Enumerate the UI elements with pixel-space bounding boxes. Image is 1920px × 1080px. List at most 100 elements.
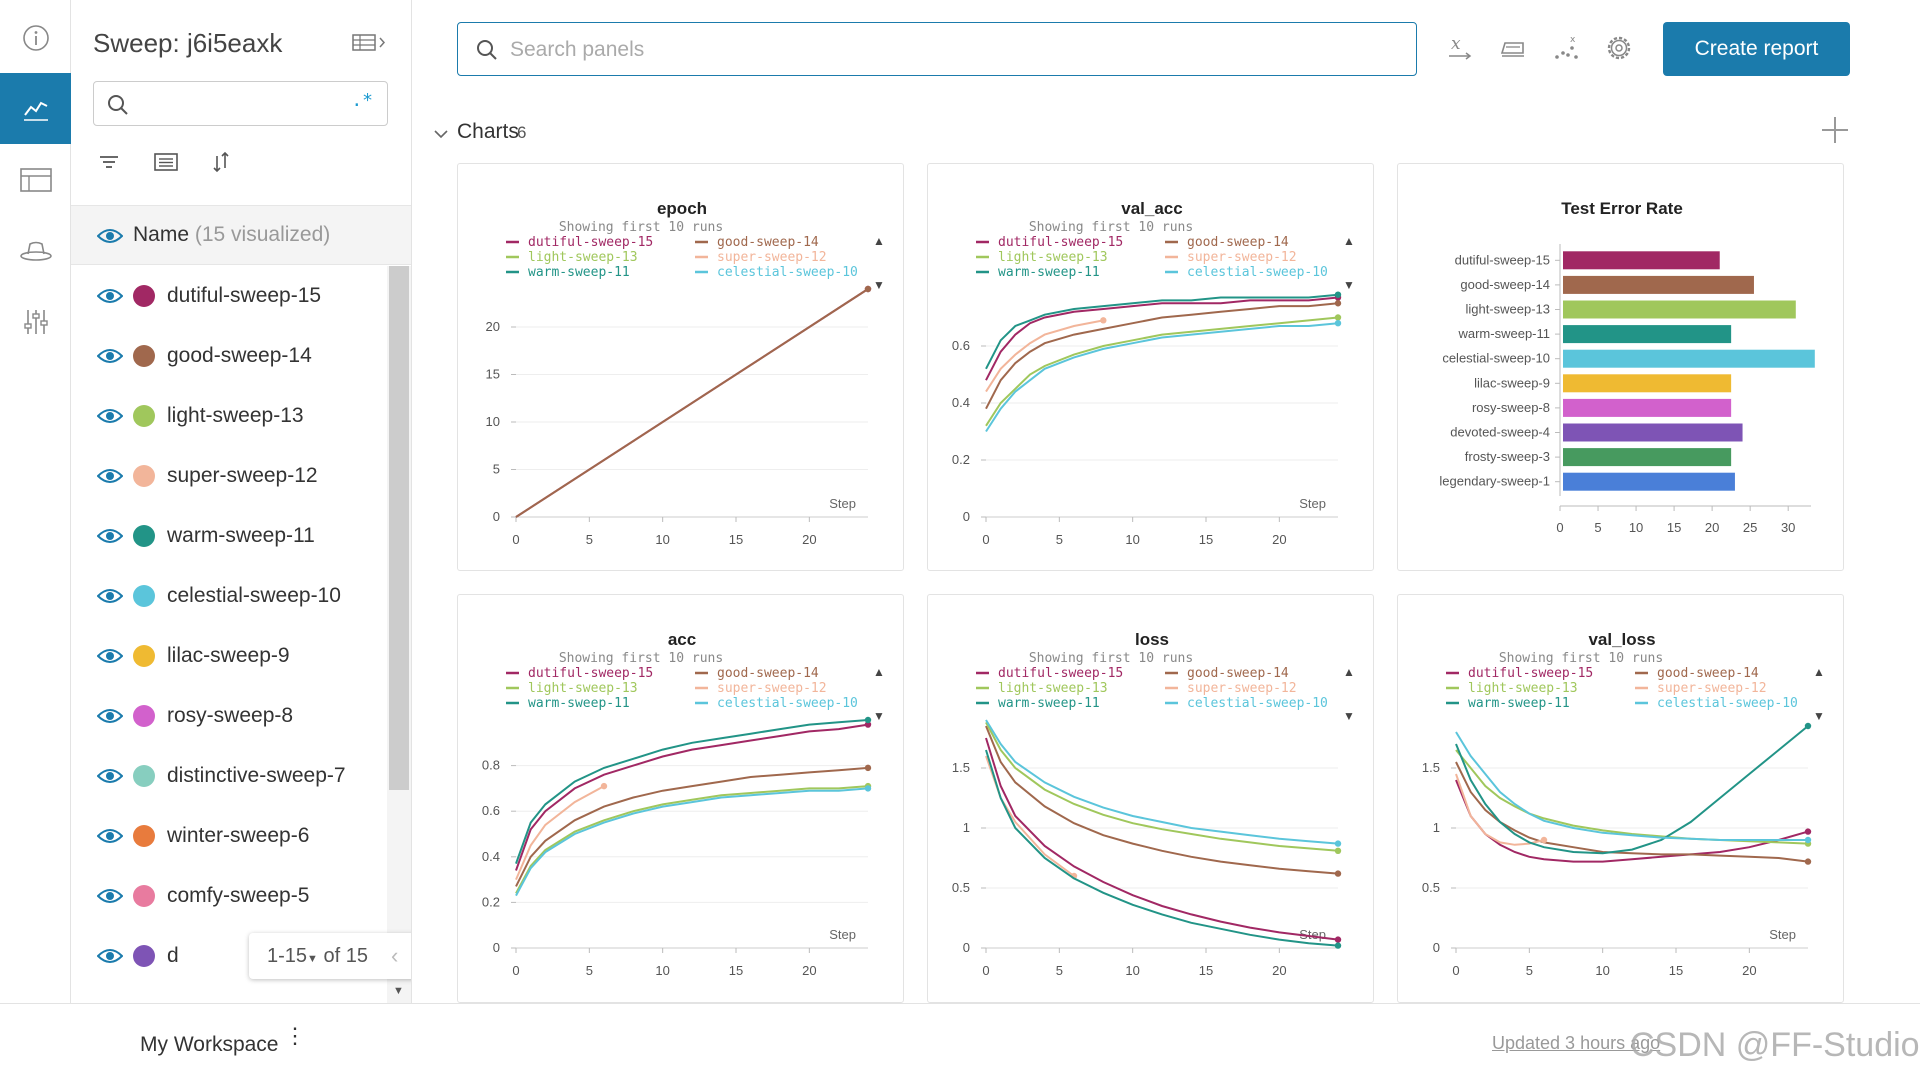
eye-icon[interactable]: [97, 766, 123, 786]
eye-icon[interactable]: [97, 826, 123, 846]
legend-scroll-up-icon[interactable]: ▲: [1343, 665, 1355, 679]
bar[interactable]: [1563, 251, 1720, 270]
series-end-point[interactable]: [1804, 828, 1812, 835]
series-line[interactable]: [985, 749, 1339, 947]
charts-workspace-button[interactable]: [0, 73, 71, 144]
series-end-point[interactable]: [864, 721, 872, 728]
chevron-down-icon[interactable]: [433, 126, 449, 142]
run-search-field[interactable]: .*: [93, 81, 388, 126]
chart-panel-test-error-rate[interactable]: Test Error Rate dutiful-sweep-15 good-swee…: [1397, 163, 1844, 571]
run-row[interactable]: lilac-sweep-9: [71, 626, 386, 686]
series-end-point[interactable]: [1540, 836, 1548, 844]
series-end-point[interactable]: [1100, 317, 1107, 324]
eye-icon[interactable]: [97, 406, 123, 426]
series-end-point[interactable]: [864, 716, 872, 724]
run-name[interactable]: d: [167, 944, 179, 967]
filter-button[interactable]: [97, 150, 121, 179]
x-axis-settings-button[interactable]: x: [1438, 26, 1482, 70]
panel-search-input[interactable]: [510, 35, 1390, 65]
legend-scroll-down-icon[interactable]: ▼: [1343, 709, 1355, 723]
series-line[interactable]: [985, 737, 1339, 941]
series-line[interactable]: [985, 719, 1339, 845]
series-end-point[interactable]: [1334, 936, 1342, 943]
series-line[interactable]: [1455, 761, 1809, 863]
series-line[interactable]: [515, 719, 869, 864]
series-line[interactable]: [515, 766, 869, 887]
run-color-dot[interactable]: [133, 705, 155, 727]
series-end-point[interactable]: [1334, 300, 1342, 307]
series-line[interactable]: [1455, 731, 1808, 841]
series-line[interactable]: [1455, 725, 1809, 855]
series-line[interactable]: [985, 322, 1339, 433]
eye-icon[interactable]: [97, 526, 123, 546]
run-name[interactable]: distinctive-sweep-7: [167, 764, 346, 787]
run-color-dot[interactable]: [133, 585, 155, 607]
chart-panel-epoch[interactable]: epoch Showing first 10 runs dutiful-sweep-…: [457, 163, 904, 571]
eye-icon[interactable]: [97, 226, 123, 246]
chart-panel-loss[interactable]: loss Showing first 10 runs dutiful-sweep-1…: [927, 594, 1374, 1003]
bar[interactable]: [1563, 398, 1732, 417]
bar[interactable]: [1563, 374, 1732, 393]
series-line[interactable]: [515, 723, 869, 871]
bar[interactable]: [1563, 448, 1732, 467]
series-end-point[interactable]: [864, 785, 872, 792]
eye-icon[interactable]: [97, 646, 123, 666]
page-range-select[interactable]: 1-15: [267, 945, 308, 967]
legend-scroll-up-icon[interactable]: ▲: [1813, 665, 1825, 679]
chart-panel-acc[interactable]: acc Showing first 10 runs dutiful-sweep-15…: [457, 594, 904, 1003]
series-end-point[interactable]: [1334, 942, 1342, 949]
run-name[interactable]: lilac-sweep-9: [167, 644, 290, 667]
run-color-dot[interactable]: [133, 345, 155, 367]
legend-scroll-down-icon[interactable]: ▼: [1813, 709, 1825, 723]
regex-toggle[interactable]: .*: [351, 90, 373, 111]
run-name[interactable]: comfy-sweep-5: [167, 884, 310, 907]
run-row[interactable]: dutiful-sweep-15: [71, 266, 386, 326]
legend-scroll-down-icon[interactable]: ▼: [873, 709, 885, 723]
run-name[interactable]: rosy-sweep-8: [167, 704, 294, 727]
toggle-table-button[interactable]: [351, 31, 391, 60]
series-end-point[interactable]: [600, 782, 608, 790]
run-name[interactable]: super-sweep-12: [167, 464, 318, 487]
run-name[interactable]: light-sweep-13: [167, 404, 304, 427]
series-end-point[interactable]: [1334, 847, 1342, 854]
eye-icon[interactable]: [97, 586, 123, 606]
run-name[interactable]: dutiful-sweep-15: [167, 284, 322, 307]
run-row[interactable]: winter-sweep-6: [71, 806, 386, 866]
chevron-down-icon[interactable]: ▼: [393, 985, 404, 997]
series-line[interactable]: [985, 296, 1339, 381]
run-row[interactable]: super-sweep-12: [71, 446, 386, 506]
run-row[interactable]: distinctive-sweep-7: [71, 746, 386, 806]
chart-panel-val-loss[interactable]: val_loss Showing first 10 runs dutiful-swe…: [1397, 594, 1844, 1003]
table-view-button[interactable]: [0, 144, 71, 215]
run-list-scrollbar[interactable]: ▼: [387, 266, 411, 1003]
create-report-button[interactable]: Create report: [1663, 22, 1850, 76]
series-end-point[interactable]: [864, 764, 872, 772]
series-line[interactable]: [985, 316, 1339, 427]
series-line[interactable]: [1455, 779, 1809, 863]
panel-search-field[interactable]: [457, 22, 1417, 76]
smoothing-button[interactable]: [1491, 26, 1535, 70]
sort-button[interactable]: [209, 150, 233, 179]
run-color-dot[interactable]: [133, 285, 155, 307]
legend-scroll-up-icon[interactable]: ▲: [873, 234, 885, 248]
eye-icon[interactable]: [97, 466, 123, 486]
series-line[interactable]: [985, 725, 1339, 875]
eye-icon[interactable]: [97, 286, 123, 306]
scrollbar-thumb[interactable]: [389, 266, 409, 790]
settings-button[interactable]: [1597, 26, 1641, 70]
series-line[interactable]: [1455, 773, 1545, 846]
series-line[interactable]: [515, 288, 869, 518]
series-end-point[interactable]: [1804, 858, 1812, 865]
eye-icon[interactable]: [97, 886, 123, 906]
eye-icon[interactable]: [97, 346, 123, 366]
run-color-dot[interactable]: [133, 825, 155, 847]
run-color-dot[interactable]: [133, 645, 155, 667]
add-panel-button[interactable]: [1820, 115, 1850, 150]
legend-scroll-up-icon[interactable]: ▲: [873, 665, 885, 679]
series-line[interactable]: [985, 319, 1104, 393]
series-end-point[interactable]: [864, 285, 872, 293]
eye-icon[interactable]: [97, 946, 123, 966]
run-color-dot[interactable]: [133, 885, 155, 907]
bar[interactable]: [1563, 275, 1754, 294]
run-color-dot[interactable]: [133, 525, 155, 547]
